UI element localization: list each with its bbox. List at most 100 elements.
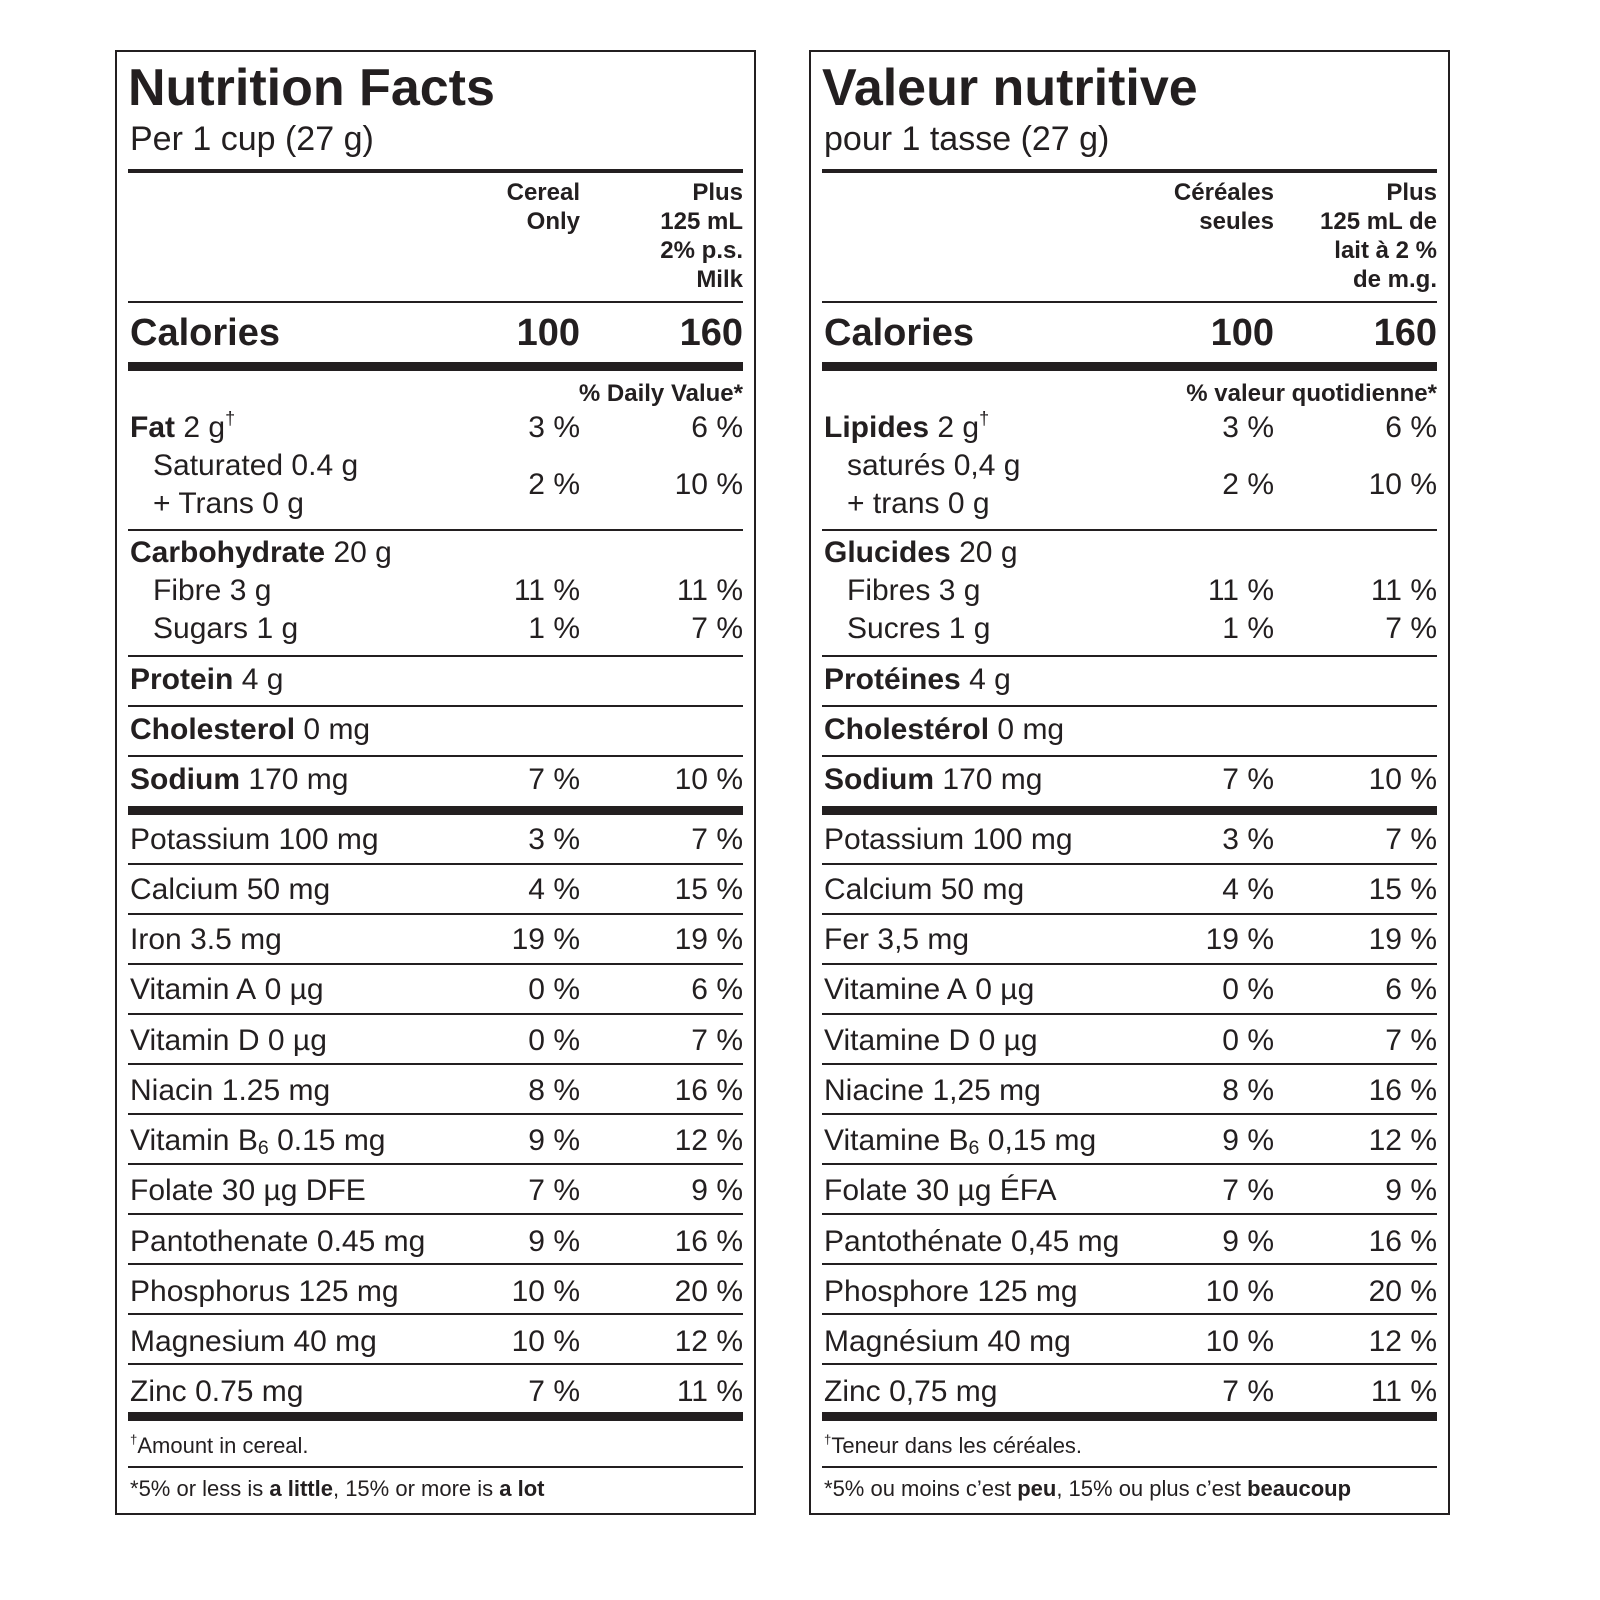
nutrient-amount: 100 mg — [278, 823, 379, 856]
nutrient-name: Carbohydrate — [130, 536, 326, 569]
footnote: *5% or less is a little, 15% or more is … — [130, 1478, 544, 1500]
daily-value: 16 % — [674, 1074, 743, 1107]
nutrient-amount: 1.25 mg — [221, 1074, 331, 1107]
nutrient-amount: 4 g — [969, 663, 1011, 696]
daily-value: 20 % — [674, 1275, 743, 1308]
nutrient-name: Sugars — [153, 612, 249, 645]
nutrient: Fibres 3 g — [847, 576, 980, 606]
nutrient-name: Glucides — [824, 536, 951, 569]
footnote-text: a lot — [499, 1476, 545, 1501]
footnote: †Teneur dans les céréales. — [824, 1433, 1082, 1457]
nutrient-amount: 1 g — [948, 612, 991, 645]
daily-value: 12 % — [1368, 1325, 1437, 1358]
daily-value: 19 % — [674, 923, 743, 956]
label-panel — [809, 50, 1450, 1515]
rule — [822, 301, 1437, 303]
nutrient-amount: 125 mg — [298, 1275, 399, 1308]
daily-value: 9 % — [1385, 1174, 1437, 1207]
daily-value: 3 % — [528, 823, 580, 856]
nutrient-amount: 20 g — [333, 536, 392, 569]
daily-value: 12 % — [1368, 1124, 1437, 1157]
daily-value: 19 % — [1205, 923, 1274, 956]
daily-value: 10 % — [674, 763, 743, 796]
rule — [128, 1113, 743, 1115]
nutrient: Folate 30 µg ÉFA — [824, 1176, 1056, 1206]
nutrient: Lipides 2 g† — [824, 409, 989, 443]
calories-value: 100 — [1210, 312, 1274, 354]
footnote-text: 5% ou moins c’est — [832, 1476, 1018, 1501]
nutrient-amount: 30 µg DFE — [221, 1174, 366, 1207]
serving-size: pour 1 tasse (27 g) — [824, 120, 1110, 158]
nutrient-name: Phosphorus — [130, 1275, 291, 1308]
nutrient-amount: 0 µg — [975, 973, 1035, 1006]
footnote: †Amount in cereal. — [130, 1433, 309, 1458]
daily-value: 6 % — [691, 411, 743, 444]
daily-value: 16 % — [1368, 1225, 1437, 1258]
daily-value: 1 % — [1222, 612, 1274, 645]
nutrient-name: Fer — [824, 923, 869, 956]
rule — [822, 1113, 1437, 1115]
nutrient-line: + Trans 0 g — [153, 487, 304, 520]
nutrient-name: Sodium — [130, 763, 240, 796]
daily-value: 3 % — [1222, 823, 1274, 856]
daily-value: 3 % — [1222, 411, 1274, 444]
daily-value: 7 % — [528, 763, 580, 796]
nutrient-name: Fibre — [153, 574, 222, 607]
label-panel — [115, 50, 756, 1515]
daily-value: 10 % — [1205, 1325, 1274, 1358]
nutrient: Zinc 0.75 mg — [130, 1377, 303, 1407]
nutrient: Carbohydrate 20 g — [130, 538, 392, 568]
nutrient-name: Magnésium — [824, 1325, 980, 1358]
nutrient-amount: 3,5 mg — [877, 923, 970, 956]
nutrient-amount: 0.75 mg — [195, 1375, 304, 1408]
nutrient-amount: 0 µg — [264, 973, 324, 1006]
nutrient-amount: 40 mg — [293, 1325, 377, 1358]
rule — [822, 169, 1437, 173]
daily-value: 16 % — [674, 1225, 743, 1258]
nutrient-name: Cholestérol — [824, 713, 990, 746]
nutrient-name: Iron — [130, 923, 182, 956]
daily-value: 7 % — [1385, 823, 1437, 856]
daily-value: 7 % — [1222, 763, 1274, 796]
daily-value: 4 % — [1222, 873, 1274, 906]
rule — [822, 1363, 1437, 1365]
column-header: Milk — [696, 266, 743, 293]
daily-value: 8 % — [528, 1074, 580, 1107]
daily-value: 7 % — [691, 823, 743, 856]
rule — [128, 655, 743, 657]
rule — [822, 1013, 1437, 1015]
nutrient: Protein 4 g — [130, 665, 283, 695]
daily-value: 6 % — [1385, 411, 1437, 444]
nutrient-name: Fat — [130, 411, 175, 444]
daily-value: 7 % — [528, 1375, 580, 1408]
nutrient: Potassium 100 mg — [824, 825, 1073, 855]
rule — [822, 963, 1437, 965]
rule — [128, 1466, 743, 1468]
daily-value: 9 % — [528, 1225, 580, 1258]
nutrient: Pantothénate 0,45 mg — [824, 1227, 1119, 1257]
calories-value: 100 — [516, 312, 580, 354]
nutrient: Sodium 170 mg — [824, 765, 1042, 795]
daily-value: 9 % — [1222, 1225, 1274, 1258]
rule — [128, 1163, 743, 1165]
rule — [822, 1466, 1437, 1468]
nutrient-amount: 3 g — [938, 574, 981, 607]
nutrient-amount: 0 µg — [267, 1024, 327, 1057]
nutrient-amount: 40 mg — [987, 1325, 1071, 1358]
daily-value: 10 % — [511, 1275, 580, 1308]
rule — [822, 705, 1437, 707]
daily-value: 0 % — [528, 1024, 580, 1057]
calories-value: 160 — [679, 312, 743, 354]
daily-value: 1 % — [528, 612, 580, 645]
daily-value: 10 % — [674, 468, 743, 501]
daily-value: 0 % — [1222, 1024, 1274, 1057]
nutrient-name: Zinc — [130, 1375, 187, 1408]
nutrient-name: Calcium — [130, 873, 239, 906]
nutrient-name: Folate — [130, 1174, 214, 1207]
rule — [128, 705, 743, 707]
column-header: 2% p.s. — [660, 237, 743, 264]
footnote-text: Amount in cereal. — [137, 1433, 309, 1458]
daily-value: 9 % — [691, 1174, 743, 1207]
